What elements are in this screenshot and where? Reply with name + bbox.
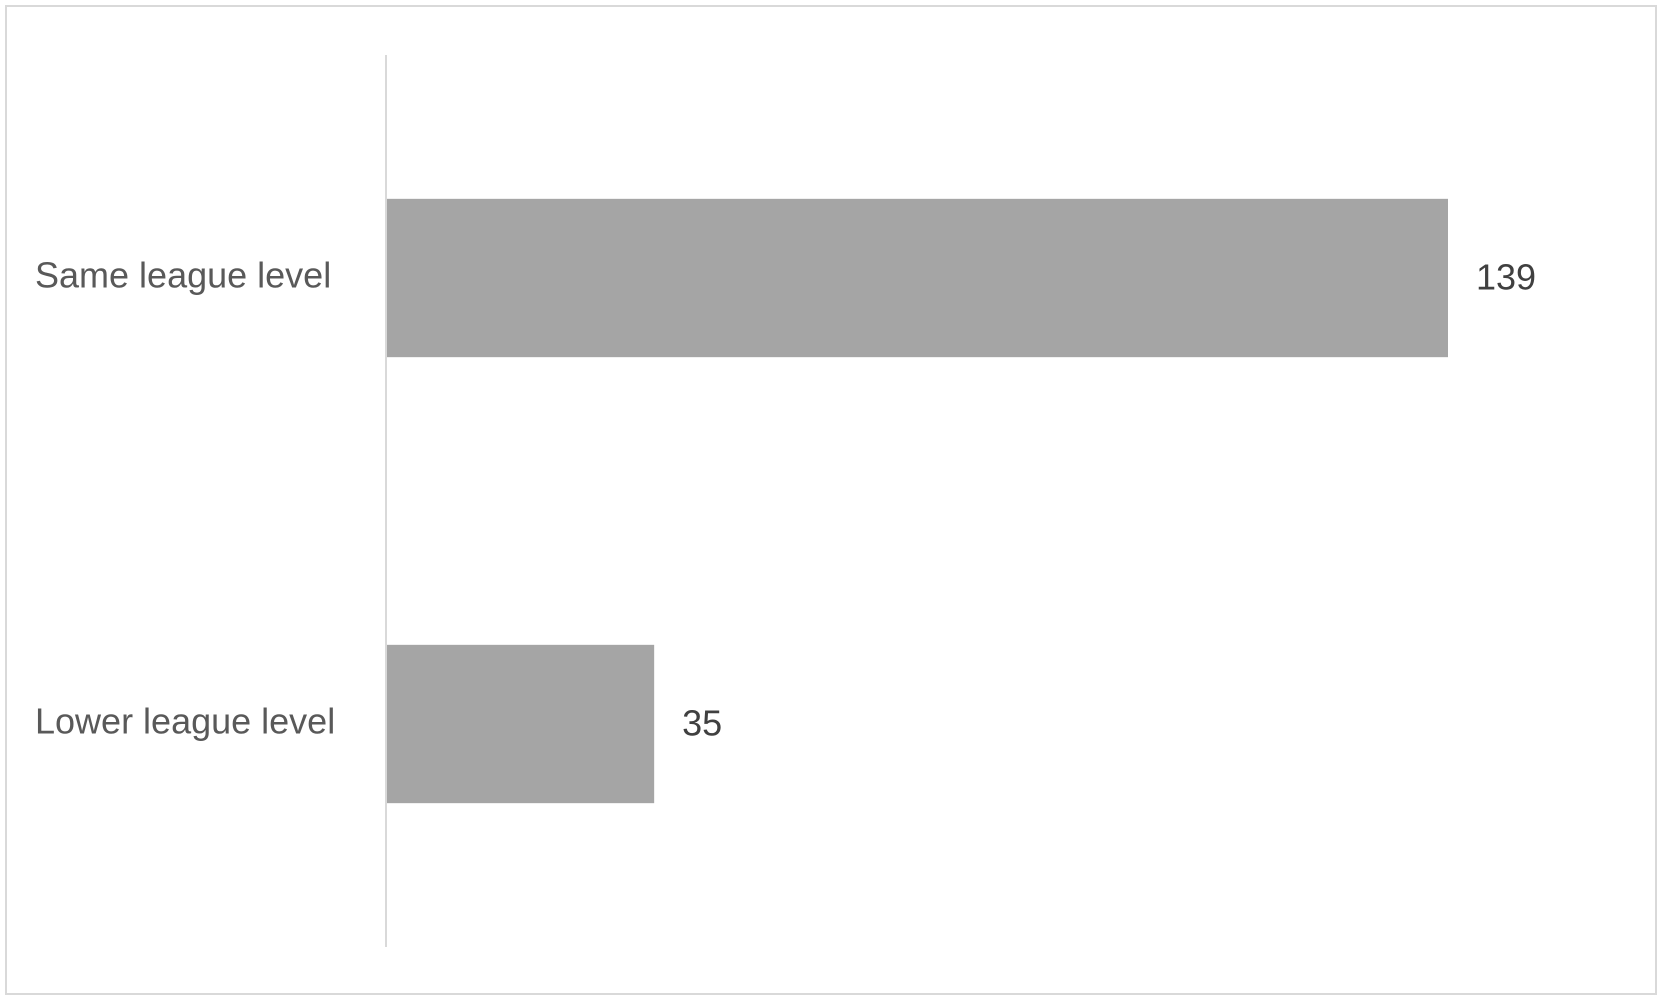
data-label: 139 xyxy=(1476,257,1536,298)
chart-area xyxy=(5,5,1657,995)
category-label: Lower league level xyxy=(35,701,335,742)
bar-same-league-level xyxy=(387,198,1448,358)
category-label: Same league level xyxy=(35,255,331,296)
data-label: 35 xyxy=(682,703,722,744)
bars-layer xyxy=(387,198,1448,804)
bar-lower-league-level xyxy=(387,644,655,804)
labels-layer: Same league level 139 Lower league level 35 xyxy=(35,255,1536,744)
